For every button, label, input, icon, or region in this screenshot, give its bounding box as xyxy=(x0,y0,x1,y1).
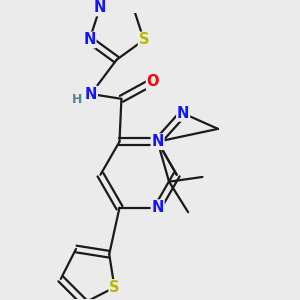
Text: N: N xyxy=(85,86,97,101)
Text: N: N xyxy=(152,134,164,149)
Text: S: S xyxy=(109,280,120,295)
Text: N: N xyxy=(177,106,189,121)
Text: O: O xyxy=(147,74,159,89)
Text: N: N xyxy=(94,1,106,16)
Text: N: N xyxy=(83,32,96,47)
Text: H: H xyxy=(72,93,83,106)
Text: S: S xyxy=(139,32,149,47)
Text: N: N xyxy=(152,200,164,215)
